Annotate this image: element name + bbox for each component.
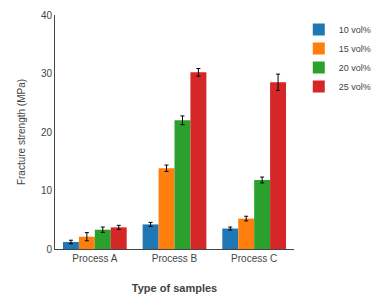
svg-text:30: 30 bbox=[41, 68, 53, 79]
svg-text:Type of samples: Type of samples bbox=[132, 282, 217, 294]
svg-text:0: 0 bbox=[46, 244, 52, 255]
svg-text:Process A: Process A bbox=[72, 253, 117, 264]
svg-text:40: 40 bbox=[41, 10, 53, 21]
svg-text:25 vol%: 25 vol% bbox=[339, 82, 371, 92]
svg-text:Fracture strength (MPa): Fracture strength (MPa) bbox=[16, 79, 27, 185]
svg-text:Process C: Process C bbox=[231, 253, 277, 264]
svg-text:20: 20 bbox=[41, 127, 53, 138]
svg-text:15 vol%: 15 vol% bbox=[339, 44, 371, 54]
svg-text:20 vol%: 20 vol% bbox=[339, 63, 371, 73]
svg-text:Process B: Process B bbox=[152, 253, 198, 264]
svg-text:10: 10 bbox=[41, 185, 53, 196]
svg-text:10 vol%: 10 vol% bbox=[339, 25, 371, 35]
